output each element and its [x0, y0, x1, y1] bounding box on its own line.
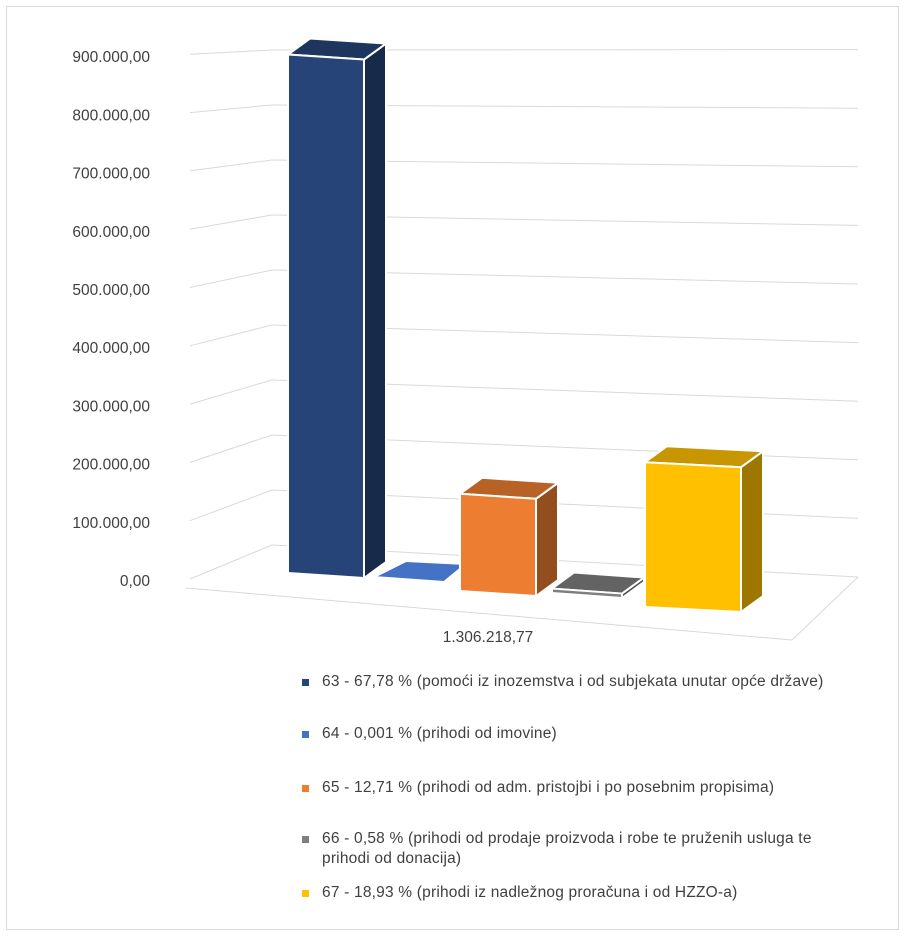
bar-5	[644, 445, 764, 613]
legend-label: 66 - 0,58 % (prihodi od prodaje proizvod…	[322, 830, 812, 867]
y-tick-label: 0,00	[120, 573, 151, 590]
gridline-side	[189, 214, 273, 230]
gridline-side	[189, 104, 273, 114]
legend-swatch	[302, 731, 309, 738]
gridline-side	[189, 489, 273, 522]
bar-1	[287, 37, 387, 579]
legend-swatch	[302, 836, 309, 843]
y-tick-label: 100.000,00	[72, 515, 150, 532]
y-tick-label: 700.000,00	[72, 166, 150, 183]
gridline-side	[189, 379, 273, 405]
y-axis: 0,00 100.000,00 200.000,00 300.000,00 400.00…	[72, 49, 150, 590]
legend-label: 63 - 67,78 % (pomoći iz inozemstva i od …	[322, 673, 824, 690]
bar-side	[535, 481, 559, 597]
gridline-side	[189, 544, 273, 580]
bar-side	[363, 42, 387, 579]
bar-2	[373, 560, 467, 583]
y-tick-label: 900.000,00	[72, 49, 150, 66]
bar-top	[373, 560, 467, 583]
legend-label: 64 - 0,001 % (prihodi od imovine)	[322, 725, 557, 742]
legend-label: 67 - 18,93 % (prihodi iz nadležnog prora…	[322, 884, 738, 901]
legend-label: 65 - 12,71 % (prihodi od adm. pristojbi …	[322, 779, 775, 796]
gridline-side	[189, 49, 273, 55]
bar-front	[644, 461, 742, 613]
legend-swatch	[302, 785, 309, 792]
legend-item: 66 - 0,58 % (prihodi od prodaje proizvod…	[300, 829, 862, 869]
y-tick-label: 600.000,00	[72, 224, 150, 241]
legend-item: 67 - 18,93 % (prihodi iz nadležnog prora…	[300, 883, 862, 903]
legend-swatch	[302, 679, 309, 686]
chart-bars	[287, 37, 764, 613]
legend-item: 65 - 12,71 % (prihodi od adm. pristojbi …	[300, 778, 862, 798]
y-tick-label: 800.000,00	[72, 107, 150, 124]
floor-edge	[185, 587, 793, 641]
y-tick-label: 400.000,00	[72, 340, 150, 357]
x-category-label: 1.306.218,77	[443, 629, 534, 646]
bar-front	[551, 587, 623, 599]
legend-item: 64 - 0,001 % (prihodi od imovine)	[300, 724, 862, 744]
bar-3	[459, 476, 559, 597]
bar-4	[551, 571, 645, 599]
floor-edge	[791, 576, 859, 641]
bar-chart-3d: 0,00 100.000,00 200.000,00 300.000,00 400.00…	[72, 37, 859, 646]
legend-swatch	[302, 890, 309, 897]
gridline-side	[189, 324, 273, 347]
gridline-side	[189, 269, 273, 288]
gridline-side	[189, 159, 273, 172]
y-tick-label: 200.000,00	[72, 457, 150, 474]
bar-side	[740, 450, 764, 613]
y-tick-label: 300.000,00	[72, 398, 150, 415]
gridline-side	[189, 434, 273, 463]
y-tick-label: 500.000,00	[72, 282, 150, 299]
legend-item: 63 - 67,78 % (pomoći iz inozemstva i od …	[300, 672, 862, 692]
bar-front	[459, 492, 537, 597]
bar-front	[287, 53, 365, 579]
